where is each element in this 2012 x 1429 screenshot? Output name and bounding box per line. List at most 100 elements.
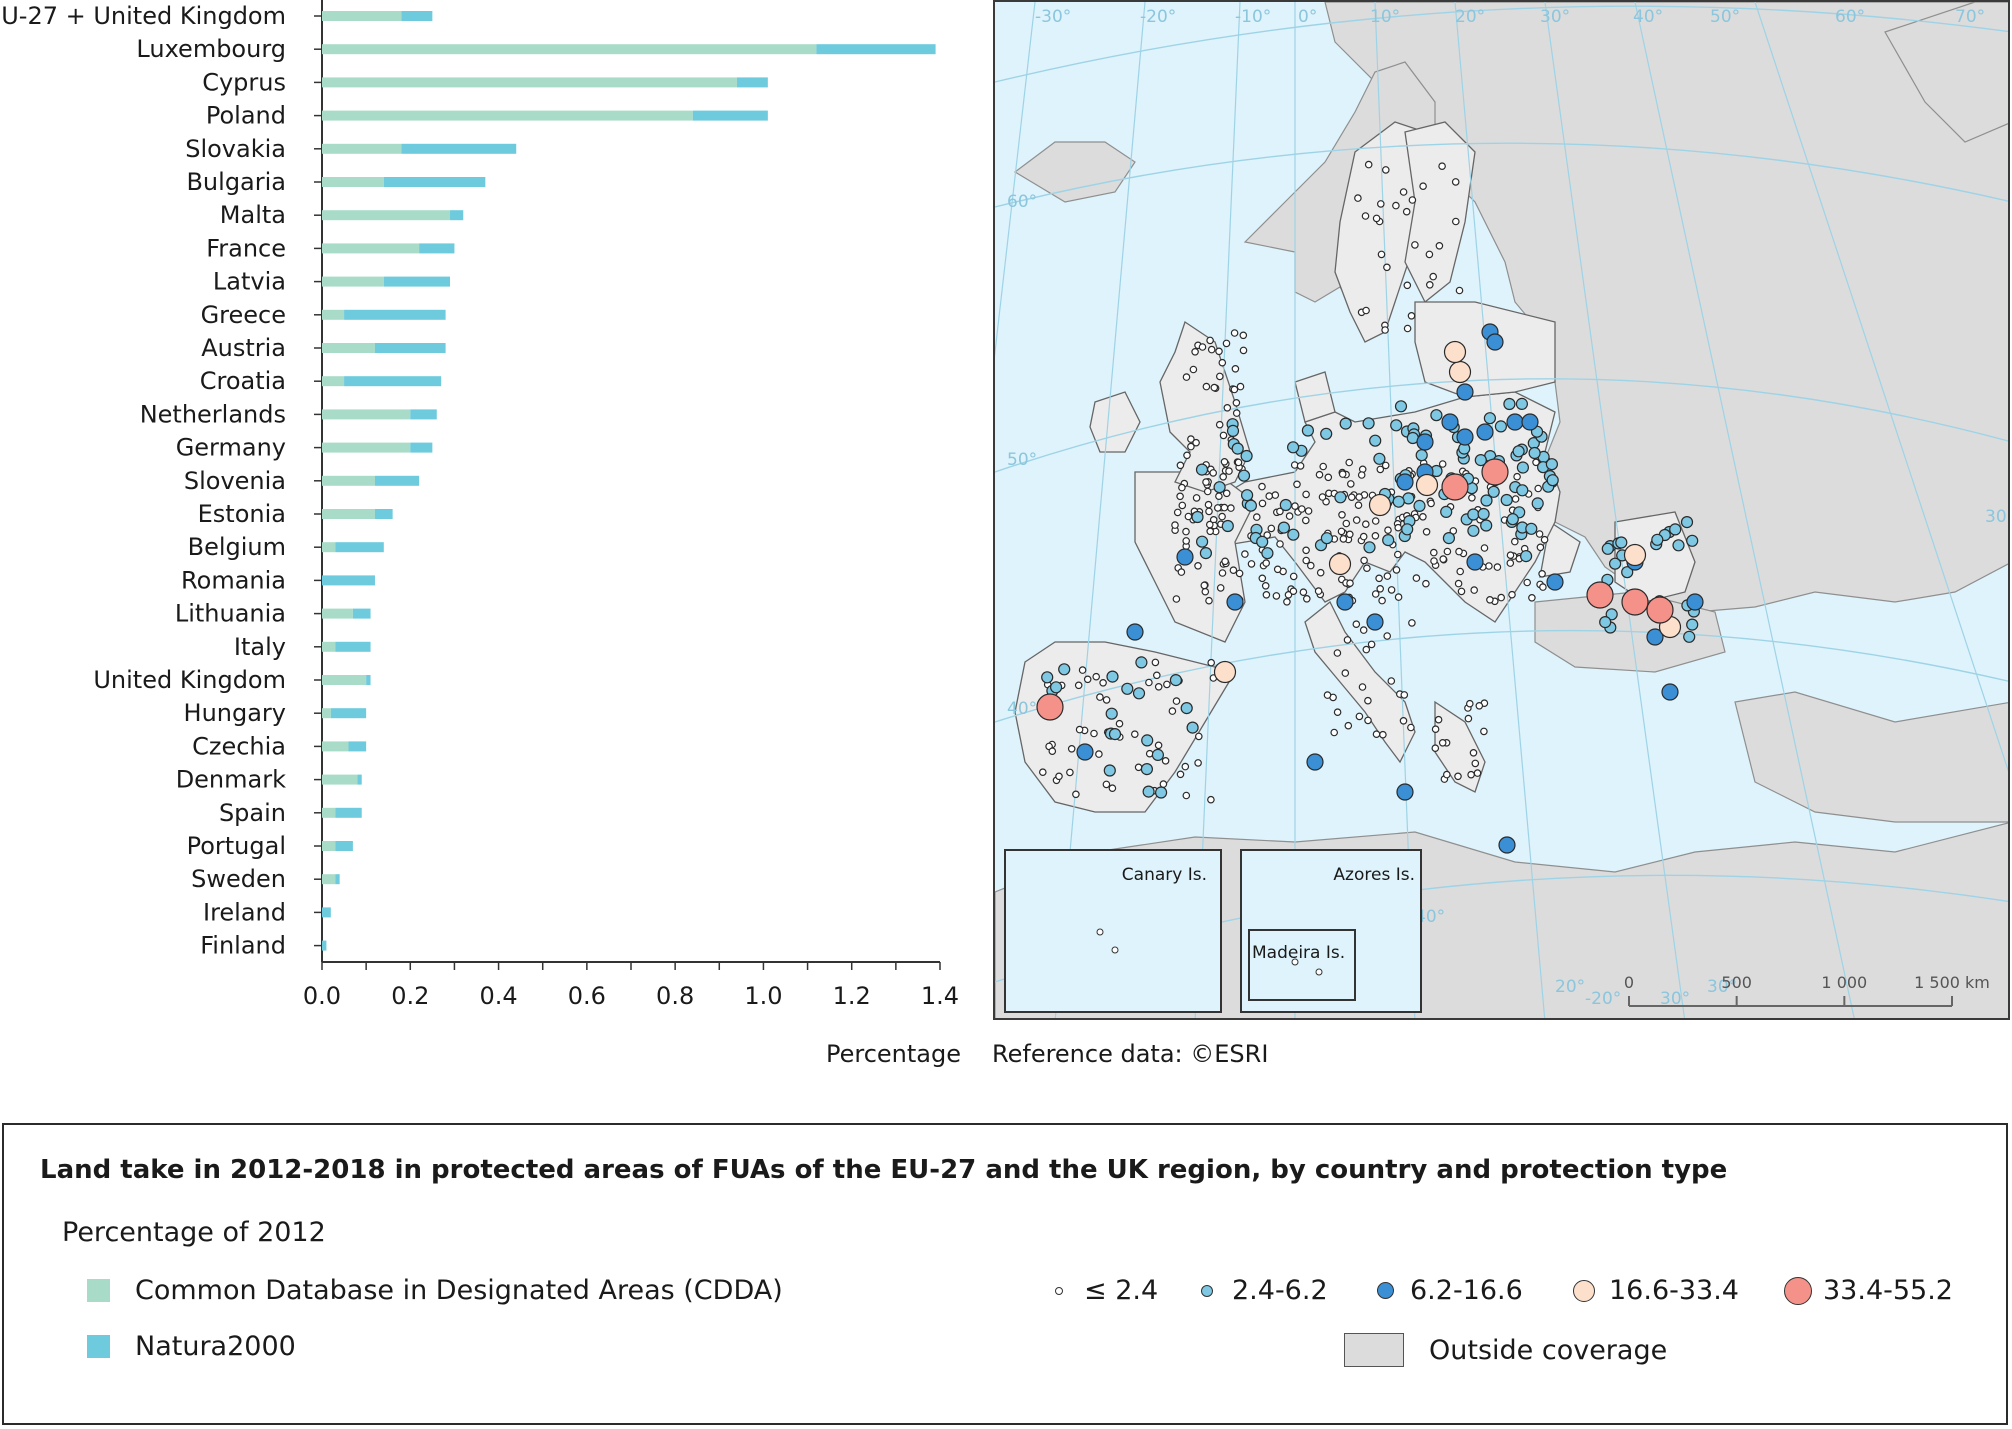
fua-dot [1362, 417, 1375, 430]
fua-dot [1474, 454, 1487, 467]
fua-dot [1521, 413, 1539, 431]
bar-cdda [322, 11, 402, 21]
fua-dot [1371, 531, 1380, 540]
fua-dot [1528, 593, 1536, 602]
bar-natura2000 [366, 675, 371, 685]
fua-dot [1599, 615, 1612, 629]
fua-dot [1601, 542, 1614, 555]
fua-dot [1379, 730, 1387, 739]
fua-dot [1506, 413, 1524, 431]
bar-natura2000 [352, 608, 371, 619]
fua-dot [1232, 409, 1241, 417]
bar-cdda [322, 641, 336, 652]
fua-dot [1438, 738, 1447, 747]
fua-dot [1176, 770, 1185, 779]
fua-dot [1384, 526, 1392, 535]
fua-dot [1443, 547, 1452, 556]
fua-dot [1038, 768, 1047, 777]
fua-dot [1361, 520, 1370, 529]
fua-dot [1516, 461, 1530, 474]
fua-dot [1226, 424, 1240, 437]
fua-dot [1229, 566, 1238, 575]
fua-dot [1528, 446, 1541, 460]
fua-dot [1360, 556, 1368, 565]
fua-dot [1546, 474, 1559, 487]
fua-dot [1344, 721, 1353, 730]
fua-dot [1441, 473, 1469, 501]
legend-class-1: ≤ 2.4 [1044, 1275, 1158, 1306]
bar-natura2000 [374, 509, 393, 519]
fua-dot [1067, 744, 1076, 753]
graticule-meridian [1454, 2, 1546, 1018]
bar-natura2000 [736, 77, 768, 88]
graticule-label: 10° [1370, 7, 1400, 27]
fua-dot [1394, 523, 1403, 532]
europe-map: -30° -20° -10° 0° 10° 20° 30° 40° 50° 60° 70° 60° 50… [993, 0, 2010, 1020]
fua-dot [1323, 691, 1332, 699]
scale-label: 0 [1624, 973, 1634, 992]
fua-dot [1078, 666, 1087, 674]
fua-dot [1485, 562, 1493, 570]
bar-natura2000 [335, 641, 371, 652]
fua-dot [1467, 508, 1480, 521]
fua-dot [1279, 498, 1292, 512]
fua-dot [1411, 241, 1419, 249]
inset-label: Canary Is. [1122, 865, 1207, 885]
inset-label: Azores Is. [1333, 865, 1415, 885]
fua-dot [1506, 551, 1515, 560]
category-label: Hungary [184, 699, 286, 727]
legend-title: Land take in 2012-2018 in protected area… [40, 1155, 1728, 1185]
fua-dot [1273, 565, 1282, 574]
fua-dot [1345, 530, 1354, 539]
fua-dot [1364, 160, 1373, 169]
fua-dot [1231, 364, 1240, 373]
covered-land [1539, 520, 1581, 578]
fua-dot [1220, 457, 1229, 466]
fua-dot [1207, 658, 1216, 667]
fua-dot [1297, 505, 1306, 513]
fua-dot [1443, 340, 1467, 364]
bar-natura2000 [410, 442, 433, 453]
map-reference: Reference data: ©ESRI [992, 1040, 1269, 1068]
fua-dot [1534, 484, 1543, 493]
fua-dot [1422, 527, 1431, 536]
fua-dot [1105, 707, 1118, 720]
fua-dot [1383, 632, 1392, 640]
fua-dot [1103, 764, 1116, 777]
bar-cdda [322, 475, 375, 486]
category-label: Malta [220, 201, 286, 229]
fua-dot [1519, 549, 1533, 563]
fua-dot [1401, 523, 1414, 536]
fua-dot [1244, 499, 1257, 512]
fua-dot [1131, 730, 1139, 739]
fua-dot [1328, 552, 1352, 576]
fua-dot [1382, 533, 1395, 547]
fua-dot [1203, 487, 1212, 496]
bar-cdda [322, 343, 375, 353]
fua-dot [1416, 433, 1434, 451]
fua-dot [1223, 403, 1232, 412]
fua-dot [1431, 725, 1440, 734]
covered-land-finland [1404, 121, 1476, 304]
bar-natura2000 [357, 774, 362, 785]
fua-dot [1381, 326, 1389, 334]
graticule-label: 50° [1007, 450, 1037, 470]
category-label: Luxembourg [136, 35, 286, 63]
fua-dot [1451, 217, 1460, 226]
fua-dot [1184, 512, 1193, 521]
bar-cdda [322, 741, 349, 752]
graticule-meridian [1754, 2, 2008, 772]
fua-dot [1291, 958, 1299, 966]
fua-dot [1419, 182, 1427, 191]
fua-dot [1425, 280, 1434, 289]
fua-dot [1454, 579, 1463, 588]
legend-class-3: 6.2-16.6 [1370, 1275, 1523, 1306]
graticule-meridian [995, 2, 1036, 358]
fua-dot [1396, 473, 1414, 491]
category-label: Poland [206, 102, 286, 130]
fua-dot [1227, 504, 1235, 512]
fua-dot [1202, 478, 1210, 486]
fua-dot [1055, 772, 1063, 781]
scale-label: 1 500 km [1914, 973, 1990, 992]
legend-swatch-outside [1344, 1333, 1404, 1367]
